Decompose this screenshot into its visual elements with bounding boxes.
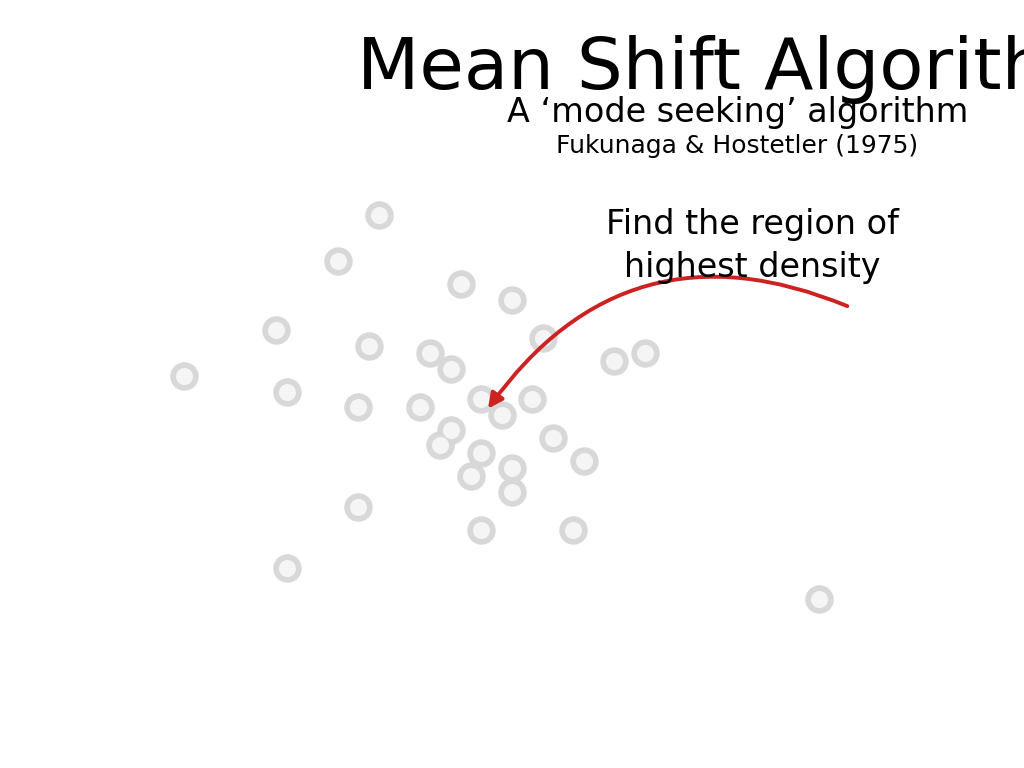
Point (504, 293, 520, 306)
Text: A ‘mode seeking’ algorithm: A ‘mode seeking’ algorithm (507, 96, 968, 129)
Point (504, 485, 520, 498)
Point (422, 347, 438, 359)
Point (330, 255, 346, 267)
Point (473, 393, 489, 406)
Point (442, 362, 459, 375)
Point (360, 339, 377, 352)
Point (279, 386, 295, 398)
Point (279, 562, 295, 574)
Point (412, 401, 428, 413)
Point (637, 347, 653, 359)
Point (432, 439, 449, 452)
Point (422, 347, 438, 359)
Point (442, 362, 459, 375)
Point (565, 524, 582, 536)
Point (360, 339, 377, 352)
Text: Mean Shift Algorithm: Mean Shift Algorithm (357, 35, 1024, 104)
Point (575, 455, 592, 467)
Point (473, 447, 489, 459)
Point (442, 424, 459, 436)
Point (463, 470, 479, 482)
Point (473, 447, 489, 459)
Point (268, 324, 285, 336)
Point (606, 355, 623, 367)
Point (463, 470, 479, 482)
Point (504, 462, 520, 475)
Point (268, 324, 285, 336)
Point (473, 524, 489, 536)
Point (494, 409, 510, 421)
Point (473, 393, 489, 406)
Point (371, 209, 387, 221)
Point (432, 439, 449, 452)
Point (637, 347, 653, 359)
Point (575, 455, 592, 467)
Point (371, 209, 387, 221)
Point (350, 401, 367, 413)
Point (350, 501, 367, 513)
Point (494, 409, 510, 421)
Point (811, 593, 827, 605)
Point (473, 524, 489, 536)
Point (330, 255, 346, 267)
Point (606, 355, 623, 367)
Point (453, 278, 469, 290)
Point (524, 393, 541, 406)
Point (504, 462, 520, 475)
Point (442, 424, 459, 436)
Point (504, 293, 520, 306)
Point (176, 370, 193, 382)
Point (535, 332, 551, 344)
Point (545, 432, 561, 444)
Point (504, 485, 520, 498)
Point (811, 593, 827, 605)
Point (453, 278, 469, 290)
Point (565, 524, 582, 536)
Point (524, 393, 541, 406)
Point (535, 332, 551, 344)
Text: Find the region of
highest density: Find the region of highest density (606, 207, 899, 284)
Point (176, 370, 193, 382)
Point (412, 401, 428, 413)
Point (279, 562, 295, 574)
Text: Fukunaga & Hostetler (1975): Fukunaga & Hostetler (1975) (556, 134, 919, 158)
Point (545, 432, 561, 444)
Point (350, 401, 367, 413)
Point (350, 501, 367, 513)
Point (279, 386, 295, 398)
